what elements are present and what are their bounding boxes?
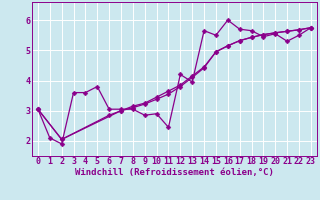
X-axis label: Windchill (Refroidissement éolien,°C): Windchill (Refroidissement éolien,°C) <box>75 168 274 177</box>
